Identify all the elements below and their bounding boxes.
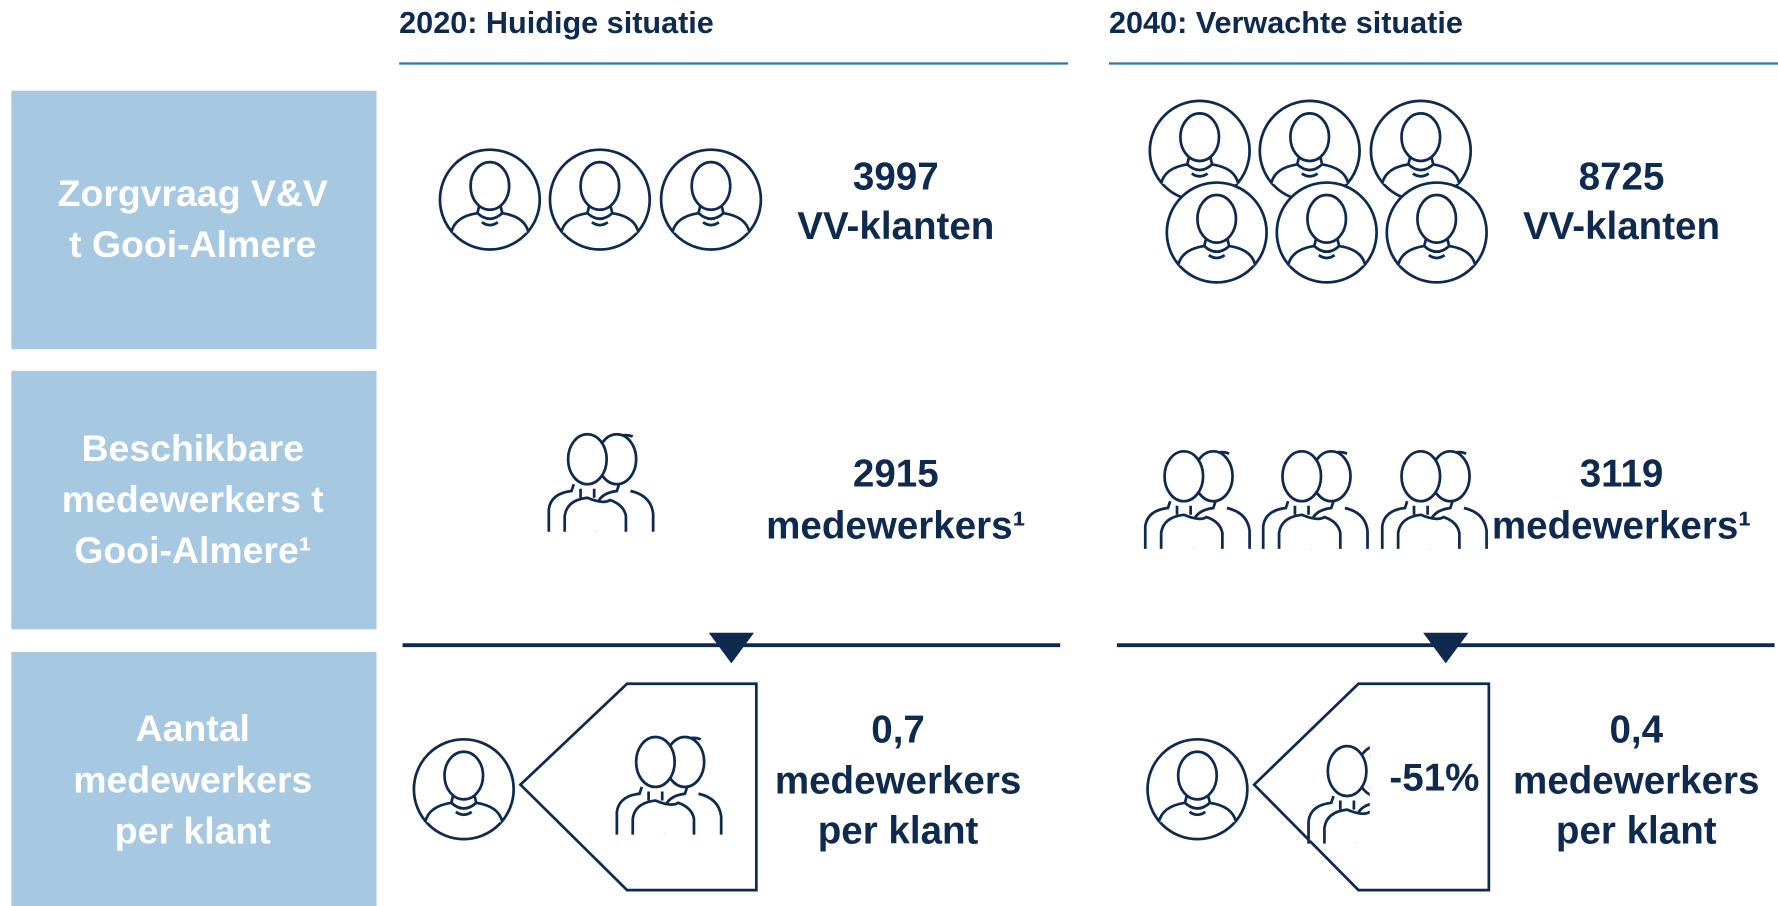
row-label-box <box>11 652 377 906</box>
value-unit: medewerkers¹ <box>1492 505 1751 548</box>
value-unit: medewerkers <box>775 760 1021 803</box>
change-label: -51% <box>1389 756 1479 799</box>
staff-icons <box>1143 449 1488 551</box>
value: 0,4 <box>1609 709 1663 752</box>
ratio-icon <box>412 682 758 892</box>
row-label: medewerkers <box>73 758 312 800</box>
value: 3119 <box>1580 452 1664 495</box>
ratio-icon <box>1146 682 1491 892</box>
client-icons <box>438 148 763 251</box>
value: 3997 <box>853 155 939 198</box>
row-label: t Gooi-Almere <box>69 223 316 265</box>
value-unit: VV-klanten <box>797 205 994 248</box>
row-label: Beschikbare <box>82 427 304 469</box>
value: 2915 <box>853 452 939 495</box>
value-unit: VV-klanten <box>1523 205 1720 248</box>
row-label: Gooi-Almere¹ <box>74 529 311 571</box>
row-label: medewerkers t <box>62 478 324 520</box>
row-label-box <box>11 90 377 350</box>
value-unit: medewerkers <box>1513 760 1759 803</box>
staff-icons <box>547 432 655 534</box>
value: 0,7 <box>871 709 925 752</box>
value-unit: per klant <box>818 810 979 853</box>
divider-arrow <box>708 632 755 664</box>
row-label: Zorgvraag V&V <box>58 172 328 214</box>
value-unit: medewerkers¹ <box>766 505 1025 548</box>
value: 8725 <box>1579 155 1665 198</box>
row-label-box <box>11 370 377 630</box>
divider-arrow <box>1423 632 1469 664</box>
column-header: 2020: Huidige situatie <box>399 6 714 40</box>
row-label: Aantal <box>136 707 250 749</box>
value-unit: per klant <box>1556 810 1717 853</box>
row-label: per klant <box>115 809 271 851</box>
client-icons <box>1148 99 1488 284</box>
column-header: 2040: Verwachte situatie <box>1109 6 1463 40</box>
